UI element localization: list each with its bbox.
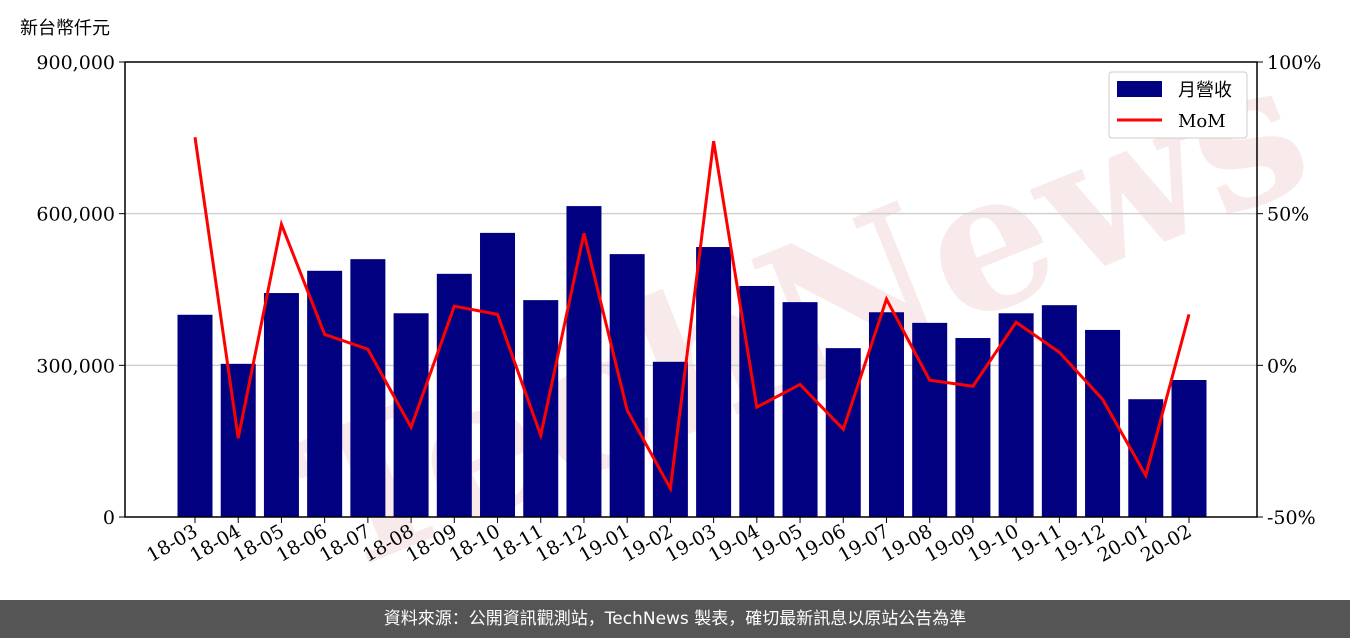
bar-18-06: [307, 270, 343, 517]
legend-label-revenue: 月營收: [1178, 80, 1232, 101]
y-left-tick-label: 600,000: [36, 204, 115, 226]
bar-18-12: [566, 206, 602, 518]
legend-label-mom: MoM: [1178, 111, 1226, 132]
y-right-tick-label: 0%: [1267, 355, 1297, 377]
legend-bar-swatch: [1117, 81, 1162, 97]
bar-19-08: [912, 322, 948, 517]
bar-18-04: [220, 363, 256, 517]
bar-19-11: [1041, 305, 1077, 517]
bar-19-07: [868, 312, 904, 517]
y-right-tick-label: 50%: [1267, 204, 1309, 226]
bar-19-06: [825, 348, 861, 517]
bar-19-05: [782, 302, 818, 517]
bar-19-03: [696, 247, 732, 518]
bar-18-09: [436, 273, 472, 517]
footer-source: 資料來源：公開資訊觀測站，TechNews 製表，確切最新訊息以原站公告為準: [0, 600, 1350, 638]
y-right-tick-label: -50%: [1267, 507, 1316, 529]
y-right-tick-label: 100%: [1267, 52, 1321, 74]
y-left-tick-label: 300,000: [36, 355, 115, 377]
y-left-tick-label: 900,000: [36, 52, 115, 74]
bar-18-11: [523, 300, 559, 517]
legend: 月營收 MoM: [1108, 71, 1248, 139]
bar-18-07: [350, 259, 386, 517]
y-left-label: 新台幣仟元: [20, 18, 110, 39]
x-tick-label: 20-02: [1137, 520, 1195, 566]
y-left-tick-label: 0: [103, 507, 115, 529]
bar-19-10: [998, 313, 1034, 517]
bar-18-08: [393, 313, 429, 517]
bar-19-01: [609, 254, 645, 517]
plot-frame: [124, 61, 1258, 518]
bar-20-02: [1171, 379, 1207, 517]
mom-line: [193, 137, 1191, 494]
bar-18-03: [177, 314, 213, 517]
chart-svg: TechNews 0300,000600,000900,000-50%0%50%…: [20, 14, 1336, 618]
bar-20-01: [1128, 399, 1164, 517]
bar-19-12: [1085, 329, 1121, 517]
bar-18-10: [480, 232, 516, 517]
bar-18-05: [263, 293, 299, 517]
bar-19-09: [955, 338, 991, 517]
